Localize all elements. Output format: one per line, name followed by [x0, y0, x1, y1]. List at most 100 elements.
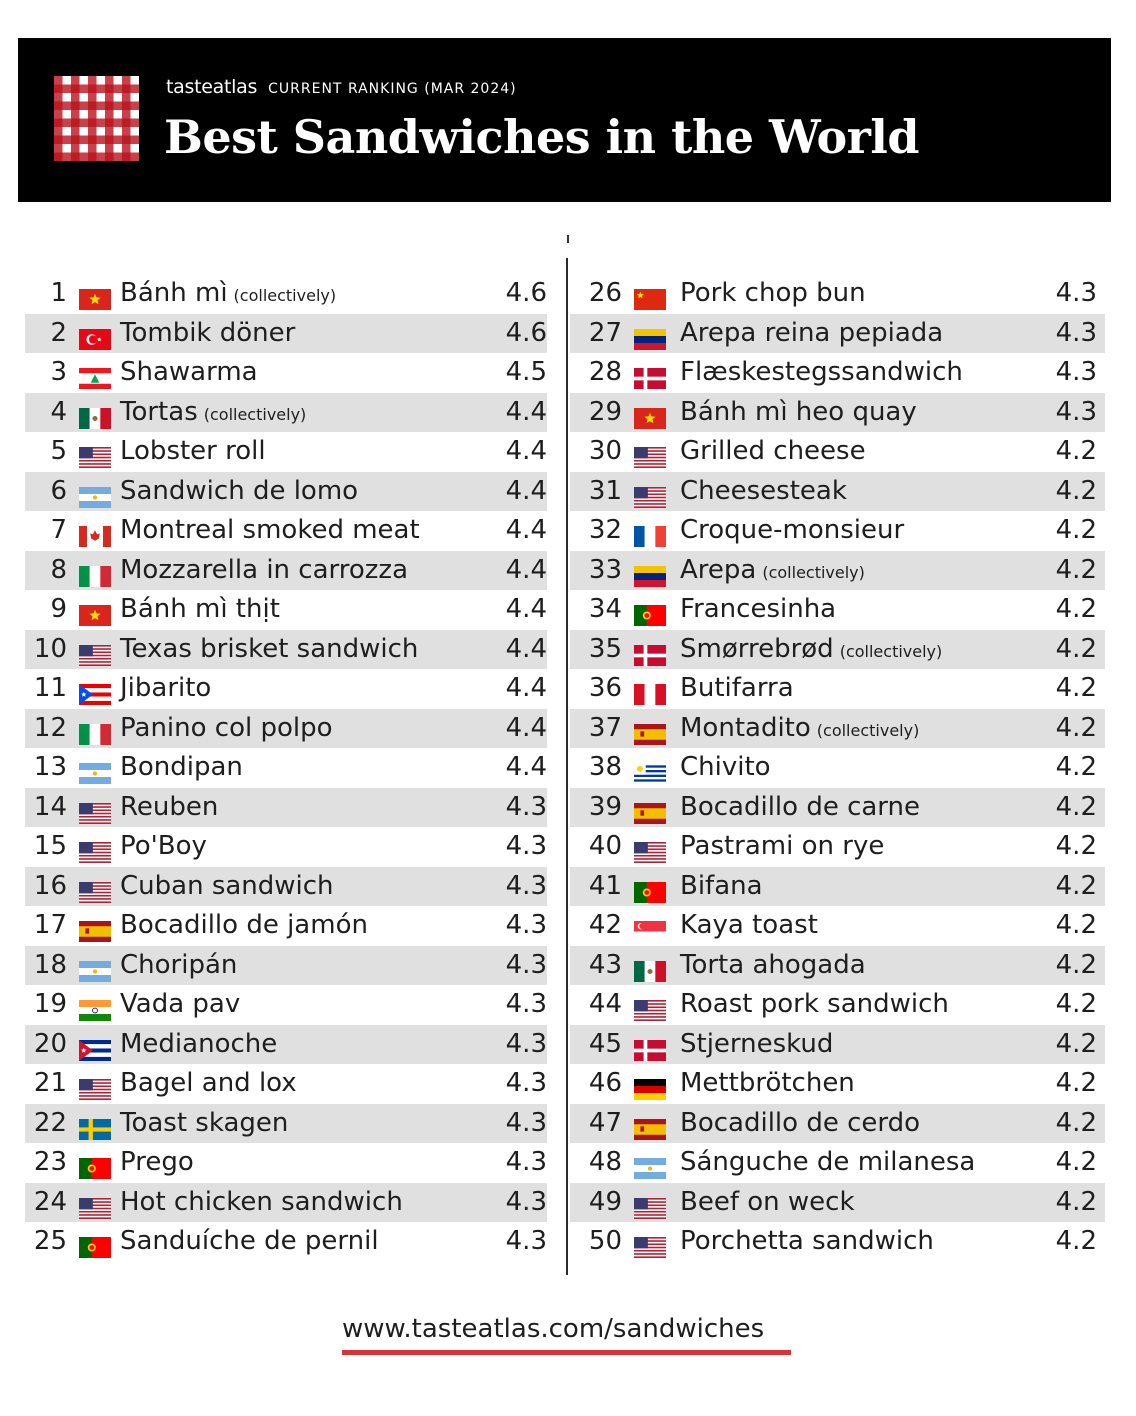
- rating-score: 4.2: [1055, 989, 1097, 1019]
- usa-flag-icon: [634, 836, 666, 863]
- ranking-row: 50 Porchetta sandwich 4.2: [570, 1222, 1105, 1262]
- sandwich-name: Jibarito: [120, 673, 212, 703]
- ranking-column-left: 1 Bánh mì (collectively) 4.6 2 Tombik döner 4.…: [25, 274, 547, 1262]
- rank-number: 30: [588, 436, 622, 466]
- rating-score: 4.3: [1055, 317, 1097, 348]
- sandwich-name: Arepa (collectively): [680, 554, 865, 585]
- sandwich-name: Bagel and lox: [120, 1068, 297, 1098]
- sandwich-name: Sánguche de milanesa: [680, 1147, 976, 1177]
- ranking-row: 46 Mettbrötchen 4.2: [570, 1064, 1105, 1104]
- rating-score: 4.2: [1055, 752, 1097, 782]
- ranking-row: 5 Lobster roll 4.4: [25, 432, 547, 472]
- rank-number: 44: [588, 989, 622, 1019]
- center-tick: [567, 235, 569, 243]
- rating-score: 4.2: [1055, 1107, 1097, 1138]
- sandwich-name: Kaya toast: [680, 910, 818, 940]
- ranking-row: 8 Mozzarella in carrozza 4.4: [25, 550, 547, 590]
- rank-number: 39: [588, 791, 622, 822]
- rank-number: 35: [588, 633, 622, 664]
- sandwich-name: Bocadillo de carne: [680, 791, 921, 822]
- rating-score: 4.4: [505, 712, 547, 743]
- argentina-flag-icon: [79, 481, 111, 508]
- sandwich-name: Bifana: [680, 870, 763, 901]
- ranking-row: 33 Arepa (collectively) 4.2: [570, 550, 1105, 590]
- sandwich-name: Bocadillo de cerdo: [680, 1107, 921, 1138]
- ranking-row: 22 Toast skagen 4.3: [25, 1103, 547, 1143]
- ranking-row: 43 Torta ahogada 4.2: [570, 945, 1105, 985]
- rating-score: 4.3: [505, 989, 547, 1019]
- ranking-row: 30 Grilled cheese 4.2: [570, 432, 1105, 472]
- rating-score: 4.2: [1055, 870, 1097, 901]
- sandwich-name: Roast pork sandwich: [680, 989, 949, 1019]
- italy-flag-icon: [79, 560, 111, 587]
- ranking-row: 21 Bagel and lox 4.3: [25, 1064, 547, 1104]
- sandwich-name: Arepa reina pepiada: [680, 317, 944, 348]
- rating-score: 4.2: [1055, 436, 1097, 466]
- page-title: Best Sandwiches in the World: [164, 110, 920, 164]
- vietnam-flag-icon: [634, 402, 666, 429]
- rank-number: 7: [50, 515, 67, 545]
- header-banner: tasteatlas CURRENT RANKING (MAR 2024) Be…: [18, 38, 1111, 202]
- rating-score: 4.4: [505, 515, 547, 545]
- sandwich-name: Pork chop bun: [680, 278, 866, 308]
- ranking-row: 28 Flæskestegssandwich 4.3: [570, 353, 1105, 393]
- sandwich-name: Po'Boy: [120, 831, 207, 861]
- sandwich-note: (collectively): [762, 562, 865, 582]
- argentina-flag-icon: [79, 955, 111, 982]
- rank-number: 45: [588, 1028, 622, 1059]
- sandwich-name: Medianoche: [120, 1028, 278, 1059]
- spain-flag-icon: [79, 915, 111, 942]
- vietnam-flag-icon: [79, 283, 111, 310]
- venezuela-flag-icon: [634, 323, 666, 350]
- sandwich-name: Grilled cheese: [680, 436, 866, 466]
- spain-flag-icon: [634, 718, 666, 745]
- singapore-flag-icon: [634, 915, 666, 942]
- ranking-row: 15 Po'Boy 4.3: [25, 827, 547, 867]
- sandwich-name: Reuben: [120, 791, 219, 822]
- sandwich-name: Chivito: [680, 752, 771, 782]
- rating-score: 4.3: [1055, 357, 1097, 387]
- rank-number: 26: [588, 278, 622, 308]
- ranking-row: 9 Bánh mì thịt 4.4: [25, 590, 547, 630]
- argentina-flag-icon: [634, 1152, 666, 1179]
- rating-score: 4.4: [505, 594, 547, 624]
- rating-score: 4.3: [1055, 396, 1097, 427]
- ranking-row: 40 Pastrami on rye 4.2: [570, 827, 1105, 867]
- rating-score: 4.3: [505, 831, 547, 861]
- rank-number: 18: [33, 949, 67, 980]
- rank-number: 13: [33, 752, 67, 782]
- rating-score: 4.2: [1055, 1028, 1097, 1059]
- rank-number: 21: [33, 1068, 67, 1098]
- sandwich-name: Smørrebrød (collectively): [680, 633, 943, 664]
- rating-score: 4.3: [505, 791, 547, 822]
- rating-score: 4.2: [1055, 594, 1097, 624]
- rating-score: 4.2: [1055, 633, 1097, 664]
- ranking-row: 4 Tortas (collectively) 4.4: [25, 392, 547, 432]
- rating-score: 4.3: [505, 1068, 547, 1098]
- denmark-flag-icon: [634, 1034, 666, 1061]
- sandwich-note: (collectively): [839, 641, 943, 661]
- rank-number: 2: [50, 317, 67, 348]
- tasteatlas-checkered-logo: [54, 76, 139, 161]
- sandwich-name: Hot chicken sandwich: [120, 1186, 403, 1217]
- ranking-row: 23 Prego 4.3: [25, 1143, 547, 1183]
- ranking-row: 44 Roast pork sandwich 4.2: [570, 985, 1105, 1025]
- sandwich-note: (collectively): [816, 720, 920, 740]
- footer-underline: [342, 1350, 791, 1355]
- argentina-flag-icon: [79, 757, 111, 784]
- rank-number: 38: [588, 752, 622, 782]
- portugal-flag-icon: [634, 599, 666, 626]
- ranking-subtitle: CURRENT RANKING (MAR 2024): [268, 81, 517, 97]
- denmark-flag-icon: [634, 362, 666, 389]
- rank-number: 47: [588, 1107, 622, 1138]
- column-divider: [566, 258, 568, 1275]
- rating-score: 4.4: [505, 475, 547, 506]
- rank-number: 41: [588, 870, 622, 901]
- footer-link[interactable]: www.tasteatlas.com/sandwiches: [342, 1314, 765, 1344]
- rating-score: 4.4: [505, 396, 547, 427]
- ranking-row: 6 Sandwich de lomo 4.4: [25, 471, 547, 511]
- ranking-row: 49 Beef on weck 4.2: [570, 1182, 1105, 1222]
- rank-number: 16: [33, 870, 67, 901]
- sandwich-name: Beef on weck: [680, 1186, 855, 1217]
- usa-flag-icon: [79, 1073, 111, 1100]
